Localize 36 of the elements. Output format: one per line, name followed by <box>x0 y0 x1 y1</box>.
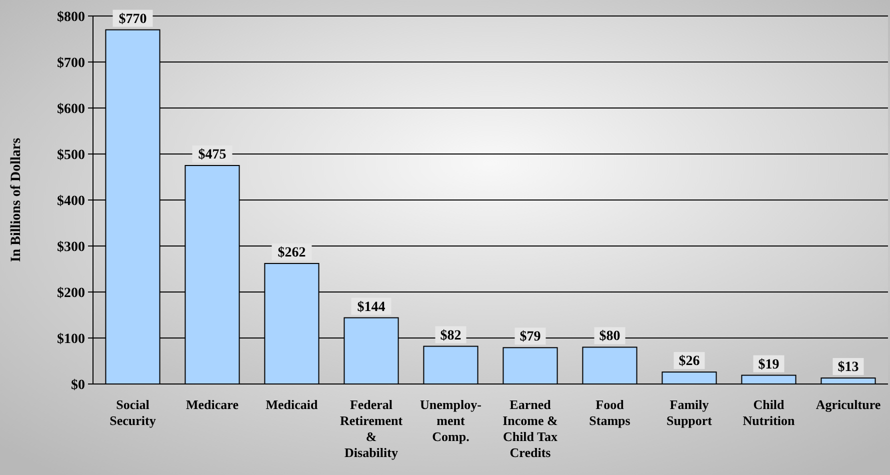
data-label: $19 <box>758 357 780 372</box>
data-label: $770 <box>118 12 147 27</box>
x-tick-label: Federal Retirement & Disability <box>340 397 404 460</box>
y-tick-label: $700 <box>57 56 85 71</box>
y-tick-label: $400 <box>57 194 85 209</box>
x-tick-label: Unemploy- ment Comp. <box>420 397 482 444</box>
x-tick-label: Earned Income & Child Tax Credits <box>502 397 558 460</box>
y-tick-label: $500 <box>57 148 85 163</box>
x-tick-label: Medicaid <box>266 397 319 412</box>
y-axis-title: In Billions of Dollars <box>9 137 24 262</box>
data-label: $26 <box>678 354 700 370</box>
x-tick-label: Child Nutrition <box>742 397 796 428</box>
y-tick-label: $0 <box>71 378 85 393</box>
data-label: $475 <box>198 148 226 162</box>
bar <box>423 346 478 384</box>
x-tick-label: Family Support <box>666 397 713 428</box>
x-tick-label: Food Stamps <box>589 397 630 428</box>
data-label: $79 <box>520 330 541 345</box>
y-tick-label: $300 <box>57 240 85 255</box>
y-tick-label: $600 <box>57 102 85 117</box>
bar <box>502 347 558 384</box>
x-tick-label: Medicare <box>186 397 239 412</box>
y-tick-label: $100 <box>57 332 85 347</box>
data-label: $262 <box>278 245 306 260</box>
x-tick-label: Agriculture <box>816 397 881 412</box>
y-tick-label: $800 <box>57 10 85 25</box>
bar <box>662 372 717 384</box>
data-label: $80 <box>599 329 620 344</box>
bar <box>741 374 796 384</box>
bar <box>582 346 638 384</box>
bar <box>820 378 876 384</box>
x-tick-label: Social Security <box>110 397 156 428</box>
data-label: $82 <box>440 328 462 344</box>
data-label: $13 <box>838 360 859 376</box>
data-label: $144 <box>357 300 386 315</box>
y-tick-label: $200 <box>57 286 85 301</box>
